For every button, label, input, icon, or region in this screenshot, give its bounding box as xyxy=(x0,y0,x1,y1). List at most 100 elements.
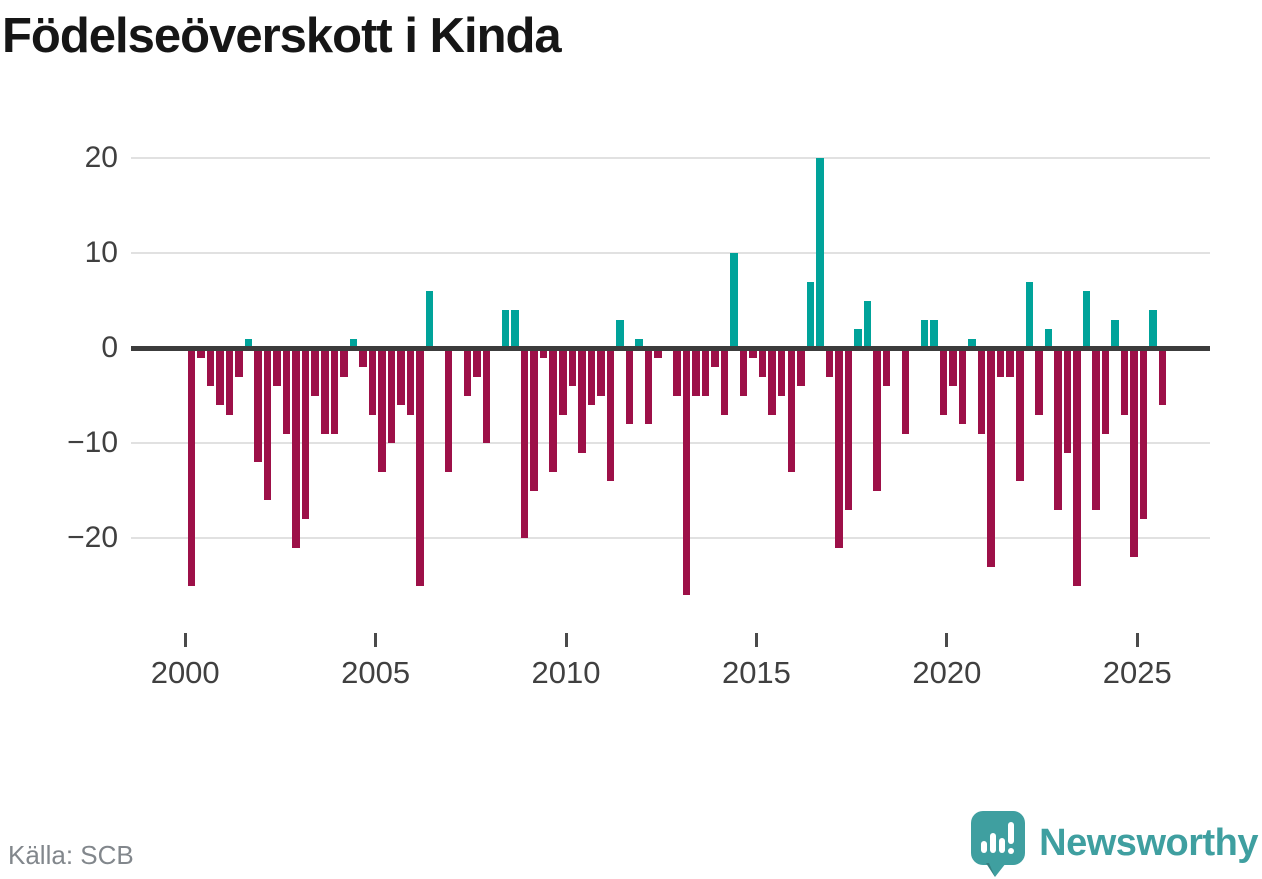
bar xyxy=(739,348,748,396)
bar xyxy=(930,319,938,348)
bar xyxy=(282,348,291,434)
bar xyxy=(768,348,776,415)
y-tick-label: −20 xyxy=(67,521,118,554)
bar xyxy=(968,338,976,348)
bar xyxy=(873,348,881,491)
bar xyxy=(958,348,967,424)
bar xyxy=(797,348,805,386)
y-tick-label: 10 xyxy=(84,236,118,269)
bar xyxy=(692,348,700,396)
bar xyxy=(825,348,834,377)
gridline xyxy=(131,252,1210,254)
bar xyxy=(1139,348,1148,519)
bar xyxy=(777,348,786,396)
bar xyxy=(273,348,281,386)
bar xyxy=(416,348,424,586)
bar xyxy=(635,338,643,348)
bar xyxy=(654,348,662,358)
bar xyxy=(977,348,986,434)
bar xyxy=(816,158,824,348)
bar xyxy=(397,348,405,405)
bar xyxy=(244,338,253,348)
bar xyxy=(1082,291,1091,348)
bar xyxy=(835,348,843,548)
bar xyxy=(1149,310,1157,348)
bar xyxy=(520,348,529,538)
bar xyxy=(711,348,719,367)
bar xyxy=(330,348,339,434)
bar xyxy=(187,348,196,586)
bar xyxy=(216,348,224,405)
bar xyxy=(787,348,796,472)
page-title: Födelseöverskott i Kinda xyxy=(2,9,562,63)
bar xyxy=(1044,329,1053,348)
gridline xyxy=(131,442,1210,444)
bar xyxy=(644,348,653,424)
bar xyxy=(559,348,567,415)
y-tick-label: 20 xyxy=(84,141,118,174)
bar xyxy=(720,348,729,415)
bar xyxy=(920,319,929,348)
bar xyxy=(806,281,815,348)
bar xyxy=(996,348,1005,377)
bar xyxy=(1063,348,1072,453)
newsworthy-pin-barchart-icon xyxy=(971,811,1026,877)
bar xyxy=(1025,281,1034,348)
bar xyxy=(463,348,472,396)
bar xyxy=(597,348,605,396)
bar xyxy=(844,348,853,510)
bar xyxy=(444,348,453,472)
bar xyxy=(349,338,358,348)
bar xyxy=(254,348,262,462)
bar xyxy=(901,348,910,434)
bar xyxy=(473,348,481,377)
bar xyxy=(1120,348,1129,415)
x-tick-label: 2005 xyxy=(341,655,411,690)
bar xyxy=(749,348,757,358)
bar xyxy=(530,348,538,491)
bar xyxy=(206,348,215,386)
bar xyxy=(359,348,367,367)
bar xyxy=(606,348,615,481)
bar xyxy=(539,348,548,358)
bar xyxy=(197,348,205,358)
x-tick-label: 2015 xyxy=(721,655,791,690)
bar xyxy=(1006,348,1014,377)
bar xyxy=(939,348,948,415)
x-tick-label: 2010 xyxy=(531,655,601,690)
bar xyxy=(1111,319,1119,348)
y-tick-label: 0 xyxy=(101,331,118,364)
bar xyxy=(263,348,272,500)
bar xyxy=(482,348,491,443)
bar xyxy=(568,348,577,386)
bar xyxy=(406,348,415,415)
bar xyxy=(1158,348,1167,405)
x-tick-mark xyxy=(945,633,949,647)
x-axis-zero-line xyxy=(131,345,1210,351)
bar xyxy=(301,348,310,519)
bar xyxy=(987,348,995,567)
x-tick-mark xyxy=(374,633,378,647)
bar xyxy=(730,253,738,348)
newsworthy-logo: Newsworthy xyxy=(970,810,1258,878)
x-tick-mark xyxy=(1135,633,1139,647)
source-label: Källa: SCB xyxy=(8,840,134,870)
bar xyxy=(549,348,557,472)
bar xyxy=(511,310,519,348)
y-tick-label: −10 xyxy=(67,426,118,459)
bar xyxy=(758,348,767,377)
bar xyxy=(854,329,862,348)
bar xyxy=(1092,348,1100,510)
bar xyxy=(311,348,319,396)
bar xyxy=(235,348,243,377)
bar xyxy=(578,348,586,453)
x-tick-label: 2020 xyxy=(912,655,982,690)
x-tick-label: 2025 xyxy=(1102,655,1172,690)
newsworthy-wordmark: Newsworthy xyxy=(1039,822,1258,864)
bar xyxy=(292,348,300,548)
x-tick-mark xyxy=(183,633,187,647)
bar xyxy=(501,310,510,348)
bar xyxy=(378,348,386,472)
bar xyxy=(340,348,348,377)
